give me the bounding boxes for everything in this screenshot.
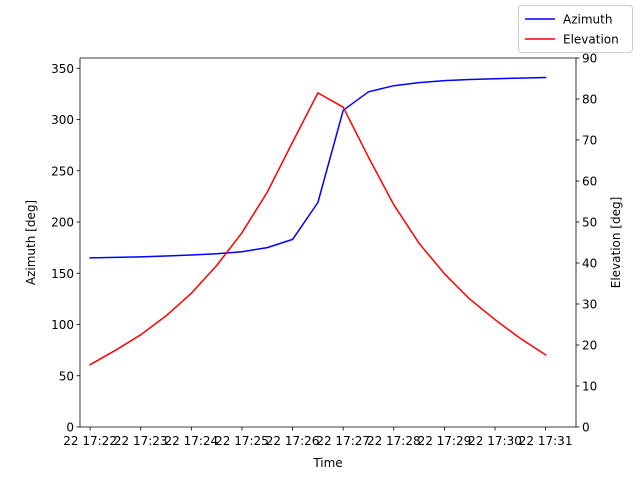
legend-label-elevation: Elevation [563, 33, 619, 47]
x-tick-label: 22 17:28 [367, 434, 421, 448]
y-right-tick-label: 0 [582, 421, 590, 435]
x-tick-label: 22 17:31 [519, 434, 573, 448]
x-tick-label: 22 17:22 [63, 434, 117, 448]
y-left-tick-label: 50 [59, 369, 74, 383]
y-right-tick-label: 80 [582, 93, 597, 107]
y-left-tick-label: 100 [51, 318, 74, 332]
x-tick-label: 22 17:25 [215, 434, 269, 448]
axes-frame [79, 57, 577, 428]
y-right-tick-label: 30 [582, 298, 597, 312]
x-tick-label: 22 17:24 [165, 434, 219, 448]
plot-area [80, 58, 576, 427]
y-right-tick-label: 40 [582, 257, 597, 271]
y-left-tick-label: 350 [51, 62, 74, 76]
x-tick-label: 22 17:30 [468, 434, 522, 448]
y-right-tick-label: 50 [582, 216, 597, 230]
series-line-elevation [89, 92, 547, 366]
x-tick-label: 22 17:23 [114, 434, 168, 448]
legend: Azimuth Elevation [518, 5, 633, 53]
series-line-azimuth [89, 76, 547, 259]
y-right-tick-label: 70 [582, 134, 597, 148]
y-right-axis-label: Elevation [deg] [609, 197, 623, 289]
y-right-tick-label: 10 [582, 380, 597, 394]
y-left-axis-label: Azimuth [deg] [24, 200, 38, 285]
x-axis-label: Time [312, 456, 342, 470]
y-left-tick-label: 0 [66, 421, 74, 435]
y-left-tick-label: 300 [51, 113, 74, 127]
y-left-tick-label: 200 [51, 216, 74, 230]
legend-label-azimuth: Azimuth [563, 13, 612, 27]
y-right-tick-label: 90 [582, 52, 597, 66]
legend-box [518, 5, 633, 53]
y-right-tick-label: 60 [582, 175, 597, 189]
y-left-tick-label: 150 [51, 267, 74, 281]
x-tick-label: 22 17:29 [418, 434, 472, 448]
y-left-tick-label: 250 [51, 164, 74, 178]
y-right-tick-label: 20 [582, 339, 597, 353]
series-layer [89, 76, 547, 366]
x-tick-label: 22 17:27 [316, 434, 370, 448]
x-tick-label: 22 17:26 [266, 434, 320, 448]
